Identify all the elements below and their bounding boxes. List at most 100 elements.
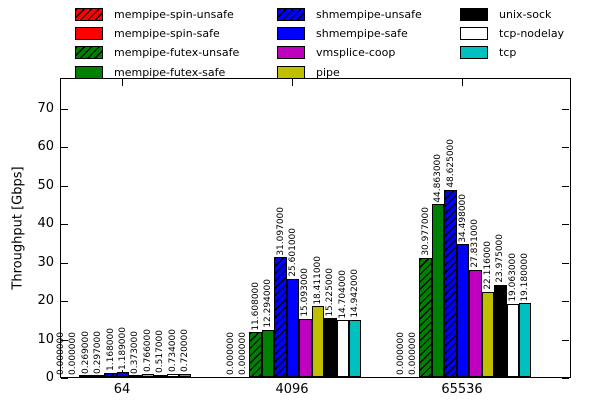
- legend-swatch-shmempipe-safe: [277, 27, 305, 41]
- y-tick-label: 20: [37, 293, 54, 309]
- bar-tcp-nodelay-65536: [506, 303, 519, 377]
- bar-value-label: 0.720000: [180, 329, 191, 373]
- bar-mempipe-futex-safe-4096: [261, 329, 275, 377]
- bar-unix-sock-4096: [324, 318, 337, 377]
- y-tick-label: 50: [37, 177, 54, 193]
- y-tick-mark: [562, 301, 569, 303]
- bar-value-label: 48.625000: [445, 139, 456, 188]
- y-tick-mark: [562, 147, 569, 149]
- bar-pipe-64: [141, 374, 155, 377]
- bar-pipe-4096: [311, 306, 325, 377]
- bar-value-label: 1.189000: [118, 327, 128, 371]
- bar-value-label: 27.831000: [470, 219, 481, 268]
- bar-shmempipe-safe-64: [116, 372, 130, 377]
- legend-swatch-mempipe-spin-unsafe: [75, 8, 103, 21]
- bar-value-label: 19.063000: [507, 253, 518, 302]
- bar-value-label: 0.517000: [155, 330, 166, 374]
- legend-label-mempipe-futex-unsafe: mempipe-futex-unsafe: [114, 46, 240, 60]
- bar-pipe-65536: [481, 291, 495, 377]
- bar-tcp-4096: [349, 319, 362, 377]
- bar-value-label: 14.704000: [337, 269, 348, 319]
- bar-value-label: 1.168000: [105, 327, 116, 371]
- y-tick-mark: [562, 185, 569, 187]
- y-tick-mark: [61, 108, 68, 110]
- bar-value-label: 0.766000: [142, 329, 153, 373]
- bar-shmempipe-unsafe-64: [104, 372, 117, 377]
- legend-label-vmsplice-coop: vmsplice-coop: [316, 46, 396, 60]
- bar-mempipe-futex-unsafe-4096: [249, 332, 262, 377]
- x-tick-mark: [461, 79, 463, 86]
- legend-swatch-mempipe-spin-safe: [75, 27, 103, 41]
- plot-area: 0.000000 0.000000 0.269000 0.297000 1.168000…: [56, 78, 571, 379]
- y-tick-label: 40: [37, 216, 54, 232]
- bar-unix-sock-64: [154, 375, 167, 377]
- bar-unix-sock-65536: [494, 284, 507, 377]
- y-tick-mark: [562, 108, 569, 110]
- bar-value-label: 18.411000: [312, 255, 323, 305]
- legend-label-mempipe-futex-safe: mempipe-futex-safe: [114, 65, 226, 79]
- bar-value-label: 0.000000: [395, 332, 406, 375]
- legend-swatch-tcp-nodelay: [460, 27, 488, 41]
- bar-value-label: 15.225000: [325, 267, 336, 317]
- legend-label-pipe: pipe: [316, 65, 340, 79]
- y-tick-label: 70: [37, 100, 54, 116]
- y-tick-label: 30: [37, 254, 54, 270]
- bar-value-label: 23.975000: [495, 234, 506, 283]
- bar-value-label: 34.498000: [458, 193, 468, 243]
- y-tick-mark: [61, 185, 68, 187]
- bar-tcp-nodelay-64: [166, 374, 179, 377]
- bar-value-label: 30.977000: [420, 207, 431, 256]
- bar-value-label: 0.000000: [68, 332, 79, 375]
- bar-value-label: 0.269000: [80, 331, 91, 374]
- legend-swatch-vmsplice-coop: [277, 46, 305, 60]
- bar-shmempipe-unsafe-4096: [274, 257, 287, 377]
- y-tick-label: 60: [37, 139, 54, 155]
- bar-value-label: 14.942000: [350, 268, 361, 318]
- bar-vmsplice-coop-4096: [299, 318, 312, 377]
- y-tick-mark: [562, 224, 569, 226]
- bar-value-label: 0.297000: [93, 330, 104, 374]
- y-tick-mark: [61, 224, 68, 226]
- bar-value-label: 44.863000: [433, 153, 444, 203]
- x-tick-label: 65536: [441, 382, 483, 397]
- legend-swatch-mempipe-futex-safe: [75, 65, 103, 79]
- bar-value-label: 22.116000: [482, 241, 493, 290]
- bar-value-label: 0.000000: [225, 332, 236, 375]
- bar-mempipe-futex-safe-65536: [431, 204, 445, 377]
- y-tick-label: 10: [37, 331, 54, 347]
- bar-value-label: 15.093000: [300, 268, 311, 317]
- bar-tcp-65536: [519, 303, 532, 377]
- y-tick-mark: [61, 262, 68, 264]
- legend-label-mempipe-spin-unsafe: mempipe-spin-unsafe: [114, 8, 234, 21]
- y-tick-mark: [61, 301, 68, 303]
- x-tick-mark: [291, 79, 293, 86]
- legend-swatch-mempipe-futex-unsafe: [75, 46, 103, 60]
- y-tick-mark: [61, 147, 68, 149]
- x-tick-label: 64: [113, 382, 131, 397]
- y-tick-mark: [562, 339, 569, 341]
- legend-swatch-unix-sock: [460, 8, 488, 21]
- bar-value-label: 12.294000: [263, 279, 274, 328]
- legend-label-shmempipe-safe: shmempipe-safe: [316, 27, 408, 41]
- bar-value-label: 0.734000: [167, 329, 178, 373]
- bar-value-label: 0.000000: [55, 332, 66, 375]
- bar-value-label: 0.000000: [408, 332, 419, 375]
- bar-value-label: 31.097000: [275, 206, 286, 256]
- legend-label-tcp-nodelay: tcp-nodelay: [499, 27, 565, 41]
- y-tick-mark: [562, 262, 569, 264]
- bar-tcp-64: [179, 374, 192, 377]
- bar-value-label: 19.180000: [520, 252, 531, 302]
- legend-label-shmempipe-unsafe: shmempipe-unsafe: [316, 8, 422, 21]
- bar-value-label: 0.000000: [238, 332, 249, 375]
- legend-label-tcp: tcp: [499, 46, 517, 60]
- bar-shmempipe-unsafe-65536: [444, 189, 457, 377]
- legend-label-unix-sock: unix-sock: [499, 8, 552, 21]
- bar-vmsplice-coop-64: [129, 375, 142, 377]
- y-tick-mark: [562, 378, 569, 379]
- y-tick-label: 0: [45, 370, 54, 385]
- bar-value-label: 25.601000: [288, 227, 298, 277]
- y-tick-mark: [61, 339, 68, 341]
- bar-mempipe-futex-unsafe-64: [79, 375, 92, 377]
- bar-value-label: 11.608000: [250, 281, 261, 331]
